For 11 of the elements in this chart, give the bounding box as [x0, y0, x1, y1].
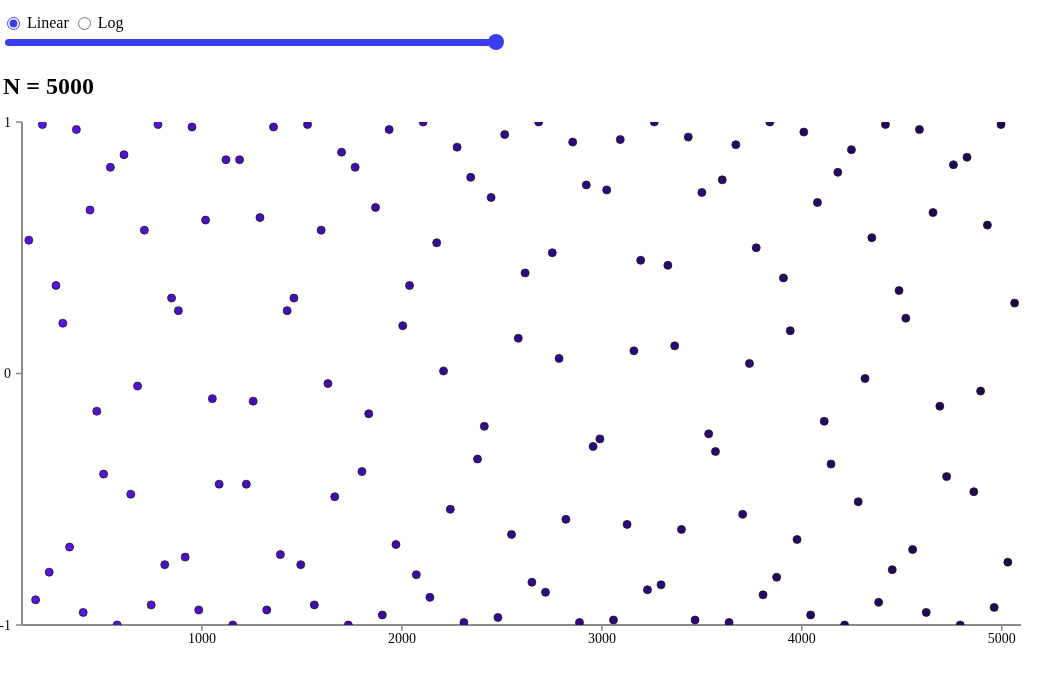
x-tick-label: 3000	[587, 630, 616, 646]
y-tick-label: 0	[4, 366, 11, 382]
y-tick-label: -1	[0, 617, 11, 633]
text: Linear	[27, 14, 69, 31]
x-tick-label: 5000	[987, 630, 1016, 646]
x-tick-label: 4000	[787, 630, 816, 646]
x-tick-label: 1000	[187, 630, 216, 646]
y-tick-label: 1	[4, 114, 11, 130]
x-tick-label: 2000	[387, 630, 416, 646]
chart-title: N = 5000	[3, 73, 95, 100]
text: Log	[97, 14, 124, 31]
